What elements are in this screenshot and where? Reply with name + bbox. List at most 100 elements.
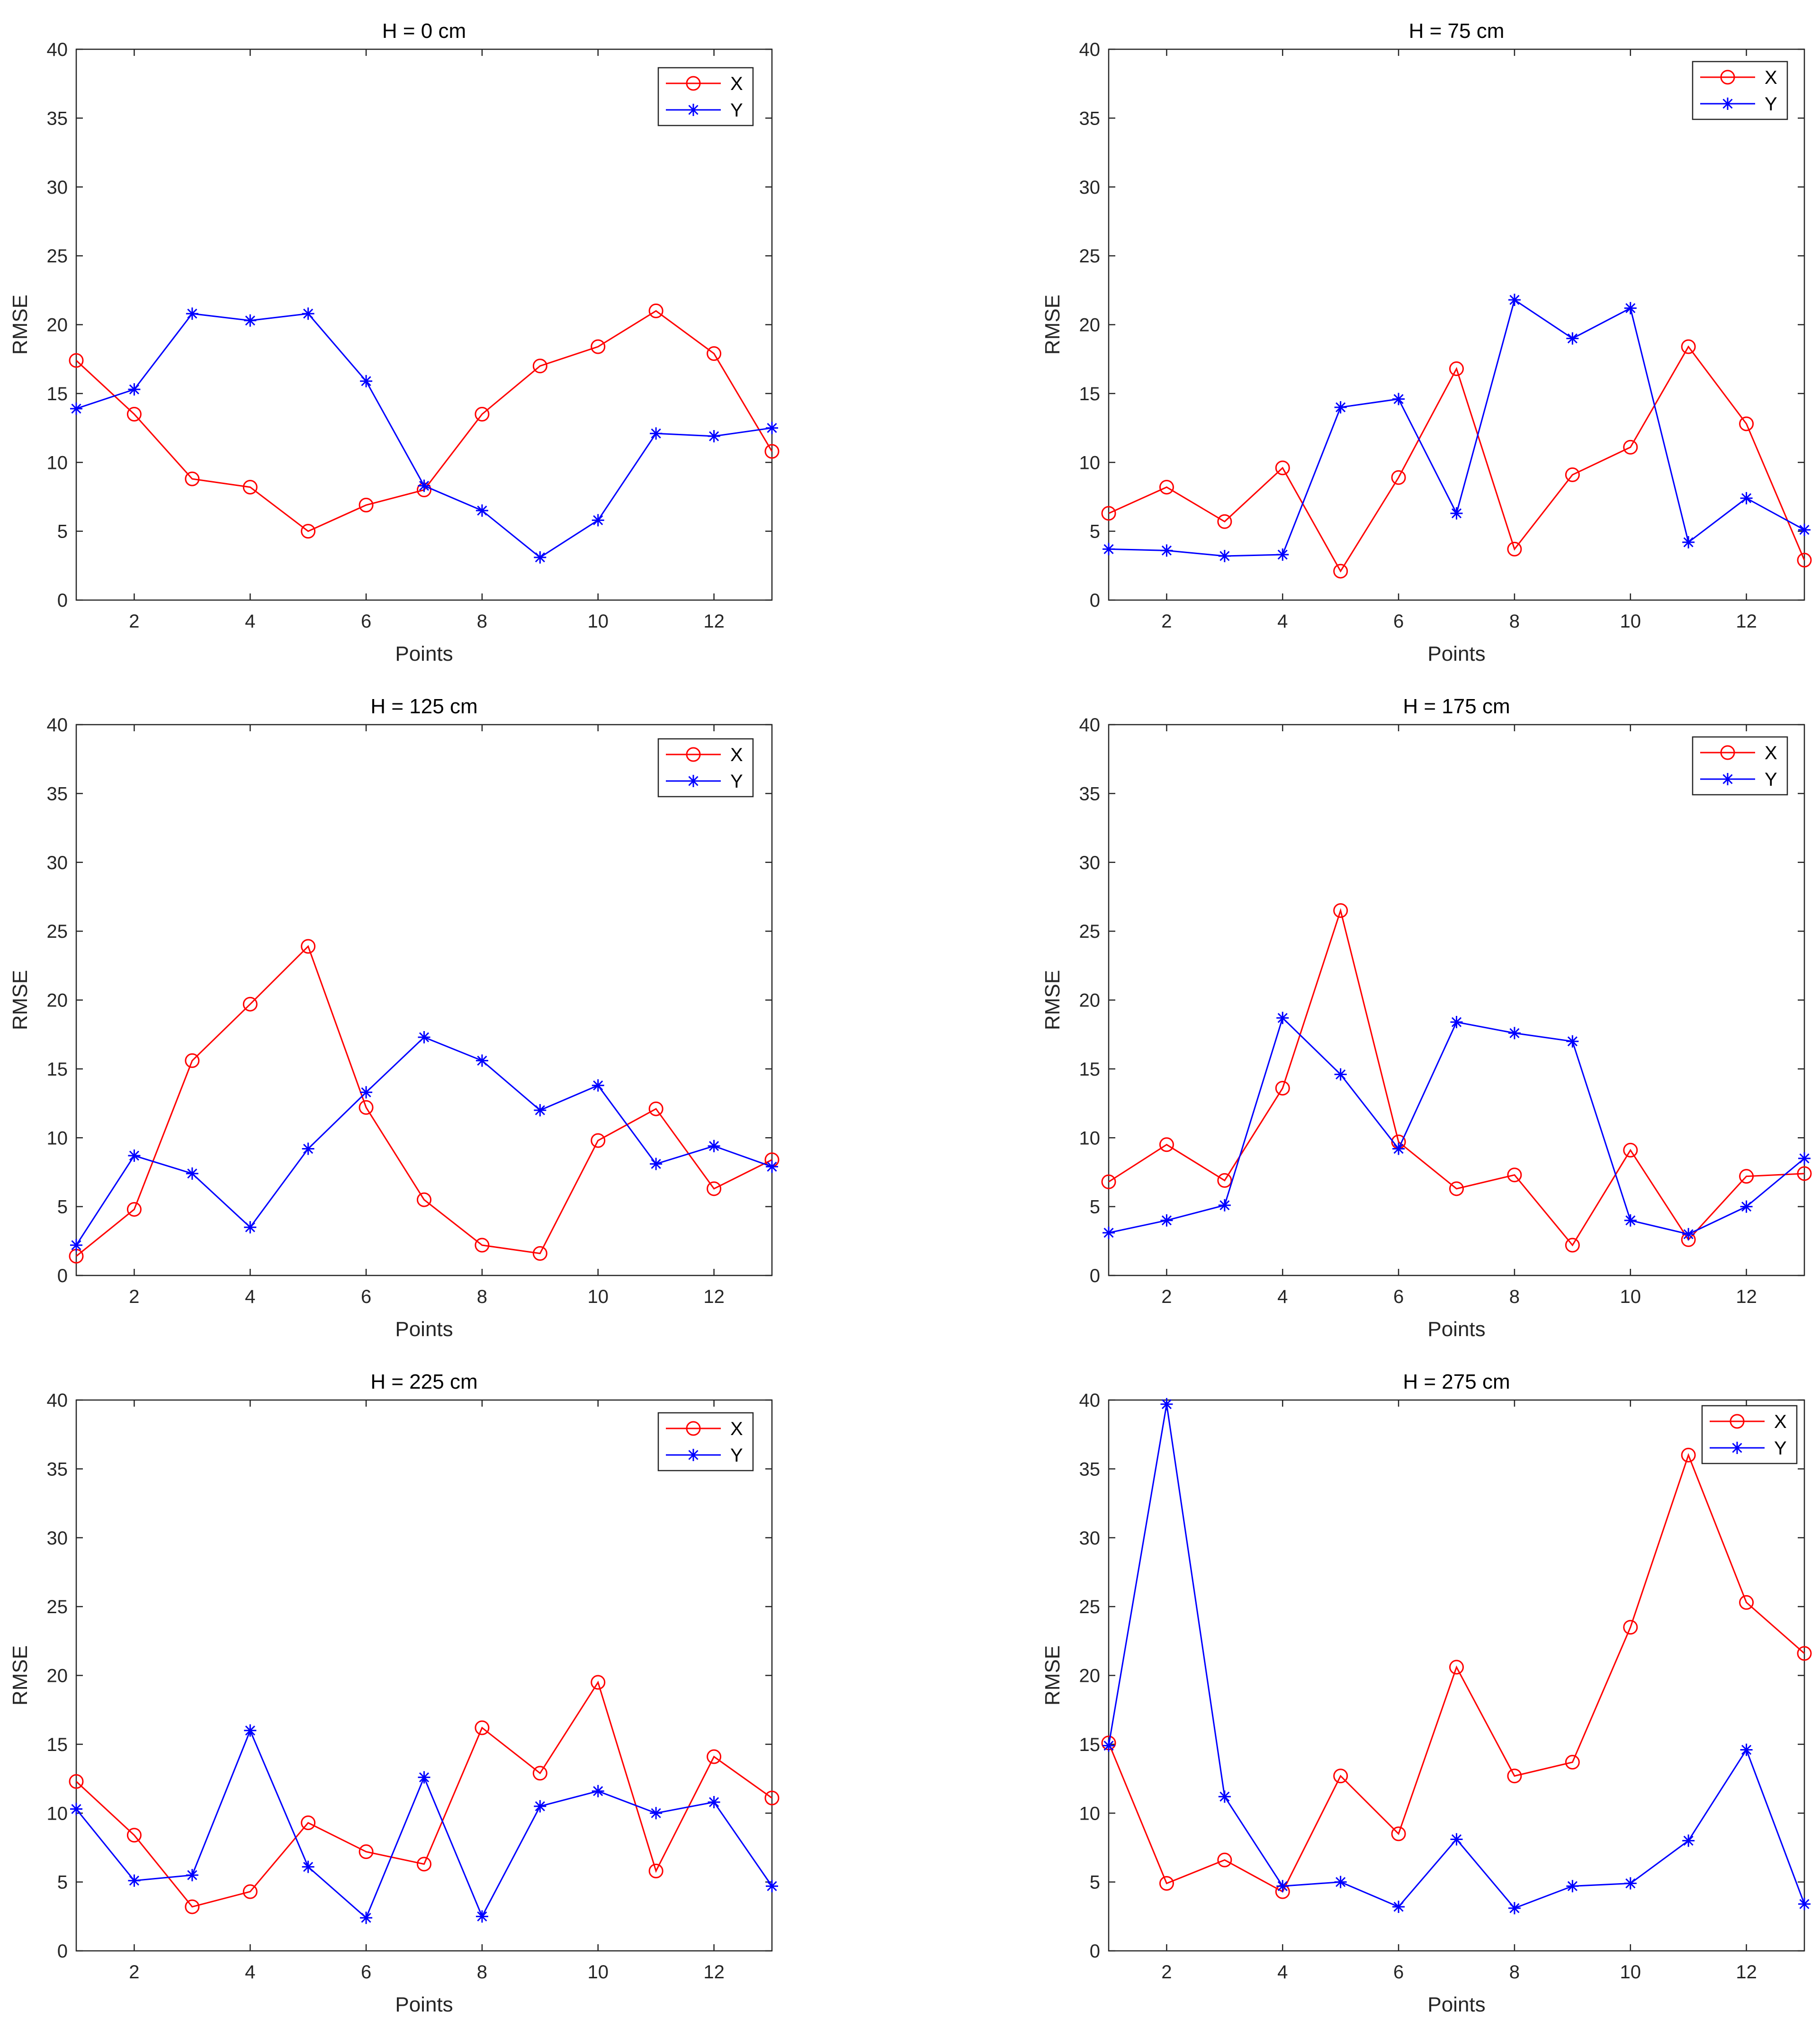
data-point-x-12 (707, 346, 722, 361)
y-tick-label: 5 (57, 1872, 68, 1893)
legend: XY (657, 67, 754, 126)
y-tick-label: 40 (47, 715, 68, 736)
y-tick-label: 25 (47, 921, 68, 942)
data-point-x-4 (242, 480, 258, 495)
x-tick-label: 2 (1161, 611, 1172, 632)
data-point-x-13 (1797, 1646, 1812, 1661)
plot-area (1108, 1399, 1805, 1952)
data-point-y-7 (418, 479, 430, 492)
data-point-x-3 (185, 1899, 200, 1914)
x-tick-label: 6 (361, 611, 371, 632)
data-point-x-6 (359, 1100, 374, 1115)
y-tick-label: 25 (1079, 1597, 1101, 1617)
legend-marker-x (686, 747, 701, 762)
data-point-y-8 (475, 504, 488, 517)
x-tick-label: 10 (588, 611, 609, 632)
data-point-y-11 (650, 427, 663, 440)
data-point-x-5 (1333, 903, 1348, 918)
y-tick-label: 40 (1079, 715, 1101, 736)
series-line-x (75, 1680, 772, 1908)
legend-label-y: Y (730, 1445, 743, 1466)
plot-area (75, 1399, 773, 1952)
data-point-y-5 (1334, 401, 1347, 413)
data-point-x-13 (1797, 1166, 1812, 1181)
data-point-y-2 (1160, 1214, 1173, 1227)
y-tick-label: 0 (57, 1266, 68, 1286)
x-tick-label: 2 (129, 1962, 139, 1983)
x-tick-label: 10 (588, 1286, 609, 1307)
chart-panel-4: 0 5 10 15 20 25 30 35 40 2 4 6 8 10 12 H = 175 cm Points… (1041, 695, 1812, 1341)
y-tick-label: 35 (47, 783, 68, 804)
legend-marker-x (1730, 1414, 1745, 1429)
data-point-x-3 (185, 1053, 200, 1068)
x-axis-label: Points (395, 642, 453, 665)
y-tick-label: 40 (47, 39, 68, 60)
data-point-y-12 (708, 1796, 720, 1808)
data-point-x-9 (1565, 1238, 1580, 1253)
data-point-y-11 (650, 1807, 663, 1820)
data-point-y-13 (1798, 523, 1811, 536)
y-tick-label: 35 (47, 108, 68, 129)
data-point-y-10 (592, 514, 604, 527)
data-point-x-12 (1739, 416, 1754, 431)
data-point-y-11 (650, 1158, 663, 1170)
legend-marker-y (687, 104, 699, 116)
series-line-x (1108, 345, 1805, 573)
x-tick-label: 6 (361, 1286, 371, 1307)
data-point-y-7 (1450, 1833, 1463, 1846)
legend-label-y: Y (1765, 94, 1777, 115)
series-line-x (1108, 1453, 1805, 1893)
data-point-x-2 (1159, 1137, 1174, 1152)
data-point-y-9 (1566, 332, 1579, 345)
y-axis-label: RMSE (9, 970, 32, 1030)
data-point-y-6 (360, 1086, 373, 1099)
data-point-y-6 (360, 1912, 373, 1924)
y-tick-label: 25 (47, 1597, 68, 1617)
data-point-y-13 (1798, 1898, 1811, 1911)
y-tick-label: 35 (47, 1459, 68, 1480)
chart-panel-5: 0 5 10 15 20 25 30 35 40 2 4 6 8 10 12 H = 225 cm Points… (9, 1370, 780, 2016)
y-tick-label: 25 (1079, 921, 1101, 942)
data-point-x-13 (764, 1790, 780, 1805)
y-tick-label: 10 (1079, 1803, 1101, 1824)
data-point-y-13 (766, 422, 778, 434)
data-point-y-9 (1566, 1035, 1579, 1048)
plot-area (75, 48, 773, 601)
data-point-y-7 (418, 1771, 430, 1784)
y-tick-label: 10 (1079, 452, 1101, 473)
x-tick-label: 8 (1509, 1962, 1520, 1983)
x-tick-label: 8 (477, 1286, 487, 1307)
x-tick-label: 6 (361, 1962, 371, 1983)
y-axis-label: RMSE (1041, 1645, 1064, 1706)
chart-panel-3: 0 5 10 15 20 25 30 35 40 2 4 6 8 10 12 H = 125 cm Points… (9, 695, 780, 1341)
data-point-y-12 (708, 430, 720, 443)
data-point-y-3 (186, 1869, 198, 1882)
data-point-y-10 (1624, 1877, 1637, 1890)
x-tick-label: 8 (1509, 1286, 1520, 1307)
data-point-x-2 (1159, 480, 1174, 495)
legend-box (1692, 61, 1788, 120)
data-point-y-10 (592, 1785, 604, 1797)
data-point-y-10 (592, 1079, 604, 1092)
data-point-x-7 (1449, 1181, 1464, 1196)
data-point-y-4 (244, 1724, 257, 1737)
data-point-x-2 (1159, 1876, 1174, 1891)
data-point-x-10 (591, 339, 606, 354)
x-tick-label: 10 (1620, 1962, 1641, 1983)
data-point-x-9 (1565, 467, 1580, 482)
data-point-x-5 (1333, 1769, 1348, 1784)
data-point-y-13 (766, 1160, 778, 1173)
x-tick-label: 6 (1393, 611, 1404, 632)
data-point-y-10 (1624, 302, 1637, 314)
data-point-y-9 (534, 1800, 547, 1813)
y-tick-label: 15 (1079, 1734, 1101, 1755)
legend-box (657, 67, 754, 126)
data-point-x-6 (359, 1844, 374, 1859)
x-axis-label: Points (395, 1318, 453, 1341)
data-point-x-4 (1275, 460, 1290, 476)
legend-marker-y (687, 775, 699, 787)
data-point-y-2 (128, 383, 141, 396)
data-point-y-13 (1798, 1152, 1811, 1165)
data-point-y-9 (1566, 1880, 1579, 1893)
